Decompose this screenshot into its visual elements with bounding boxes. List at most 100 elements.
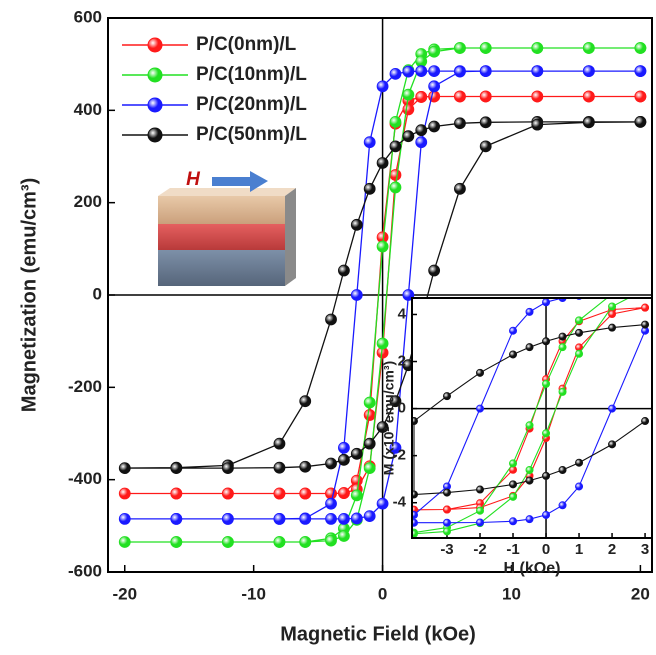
data-point — [338, 264, 350, 277]
data-point — [442, 527, 451, 536]
data-point — [299, 536, 312, 548]
data-point — [575, 482, 584, 491]
data-point — [415, 124, 428, 137]
data-point — [118, 513, 131, 525]
data-point — [479, 140, 492, 153]
data-point — [476, 518, 485, 527]
data-point — [558, 501, 567, 510]
data-point — [412, 490, 418, 499]
data-point — [531, 65, 544, 77]
data-point — [376, 421, 389, 433]
data-point — [170, 462, 183, 475]
data-point — [558, 387, 567, 396]
y-tick-label: 600 — [74, 7, 102, 26]
y-tick-label: -600 — [68, 561, 102, 580]
data-point — [634, 90, 647, 103]
data-point — [454, 117, 466, 130]
data-point — [575, 349, 584, 358]
data-point — [221, 462, 234, 475]
main-panel: -20 -10 0 10 20-600-400-2000200400600Magneti… — [18, 7, 653, 645]
data-point — [525, 343, 534, 352]
data-point — [509, 459, 518, 468]
data-point — [389, 441, 402, 454]
data-point — [170, 487, 183, 500]
data-point — [389, 181, 402, 194]
data-point — [582, 42, 595, 54]
data-point — [363, 396, 376, 409]
data-point — [350, 447, 363, 460]
data-point — [118, 487, 131, 500]
data-point — [170, 536, 183, 548]
y-tick-label: 0 — [398, 400, 406, 417]
data-point — [118, 536, 131, 548]
data-point — [412, 417, 418, 426]
data-point — [402, 103, 415, 116]
data-point — [442, 392, 451, 401]
data-point — [273, 437, 286, 450]
data-point — [273, 487, 286, 500]
cfo-layer — [158, 224, 285, 250]
data-point — [476, 506, 485, 515]
data-point — [338, 487, 350, 499]
x-tick-label: -20 — [112, 584, 137, 603]
data-point — [558, 343, 567, 352]
x-tick-label: 2 — [608, 541, 616, 558]
data-point — [350, 218, 363, 231]
data-point — [525, 465, 534, 474]
y-tick-label: -200 — [68, 377, 102, 396]
data-point — [641, 320, 650, 329]
inset-panel: -3 -2 -1 0 1 2 3 -4 -2 0 2 4 H (kOe) M (x10² emu/cm³) — [381, 286, 653, 577]
data-point — [558, 332, 567, 341]
y-tick-label: 0 — [93, 284, 102, 303]
x-tick-label: 0 — [542, 541, 550, 558]
lsmo-layer — [158, 250, 285, 286]
pzt-layer — [158, 196, 285, 224]
data-point — [641, 303, 650, 312]
data-point — [402, 65, 415, 78]
data-point — [221, 513, 234, 525]
data-point — [542, 298, 551, 307]
data-point — [325, 457, 337, 470]
data-point — [542, 510, 551, 519]
data-point — [509, 350, 518, 359]
data-point — [428, 80, 441, 93]
data-point — [525, 515, 534, 524]
data-point — [325, 513, 337, 525]
x-tick-label: 3 — [641, 541, 649, 558]
plot-area — [118, 42, 647, 548]
legend-marker — [147, 97, 163, 113]
data-point — [428, 120, 441, 133]
data-point — [170, 513, 183, 525]
data-point — [634, 65, 647, 77]
data-point — [634, 115, 647, 128]
data-point — [575, 316, 584, 325]
data-point — [454, 90, 466, 103]
data-point — [575, 458, 584, 467]
data-point — [531, 42, 544, 54]
data-point — [558, 465, 567, 474]
legend-marker — [147, 37, 163, 53]
x-tick-label: 20 — [631, 584, 650, 603]
data-point — [428, 45, 441, 58]
y-tick-label: -4 — [393, 494, 407, 511]
field-arrow — [212, 177, 252, 186]
data-point — [454, 65, 466, 78]
data-point — [442, 518, 451, 527]
data-point — [428, 264, 441, 277]
data-point — [641, 286, 648, 293]
data-point — [454, 42, 466, 54]
data-point — [415, 136, 428, 149]
x-tick-label: -3 — [440, 541, 453, 558]
data-point — [608, 309, 617, 318]
legend-label: P/C(50nm)/L — [196, 124, 307, 145]
x-tick-label: -10 — [241, 584, 266, 603]
diagram-label: H — [186, 169, 201, 190]
legend-marker — [147, 127, 163, 143]
layer-diagram — [158, 171, 296, 286]
data-point — [376, 337, 389, 350]
plot-frame — [411, 297, 653, 539]
data-point — [479, 116, 492, 129]
data-point — [376, 157, 389, 169]
data-point — [299, 460, 312, 473]
